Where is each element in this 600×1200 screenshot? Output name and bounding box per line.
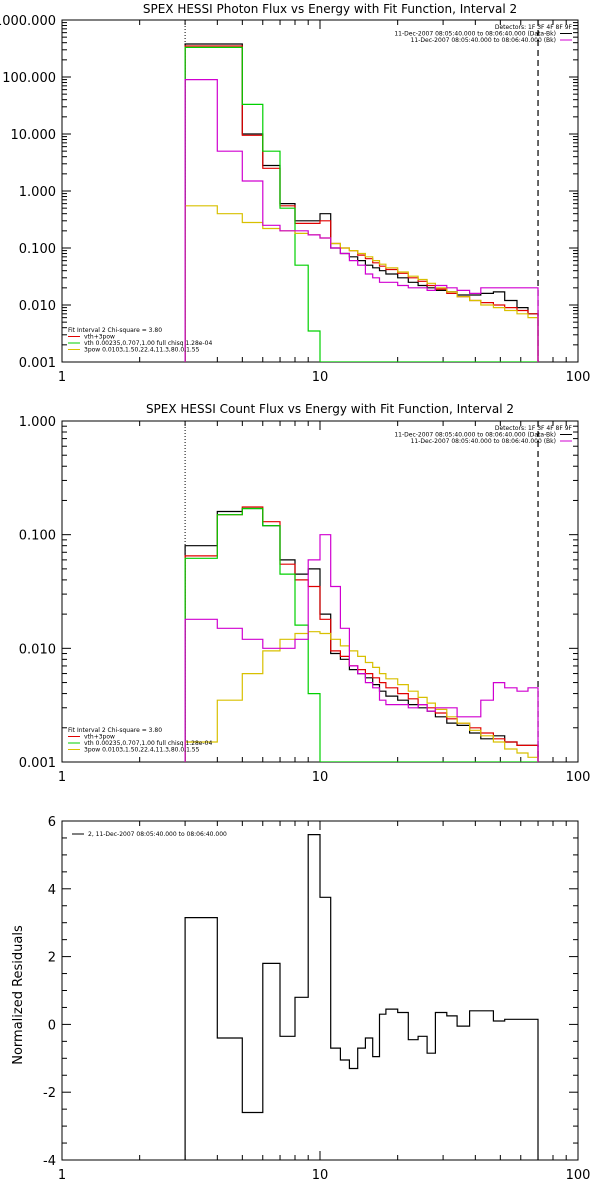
photon-series-3 xyxy=(184,205,539,362)
count-y-tick-label: 1.000 xyxy=(19,415,56,430)
count-legend-bottom-item: Fit Interval 2 Chi-square = 3.80 xyxy=(68,727,162,734)
count-legend-top-item: 11-Dec-2007 08:05:40.000 to 08:06:40.000… xyxy=(411,438,556,445)
residual-y-tick-label: 2 xyxy=(48,951,56,966)
photon-y-tick-label: 0.001 xyxy=(19,356,56,371)
count-y-tick-label: 0.001 xyxy=(19,756,56,771)
photon-x-tick-label: 10 xyxy=(312,370,329,385)
residual-y-tick-label: 6 xyxy=(48,815,56,830)
photon-x-tick-label: 1 xyxy=(58,370,66,385)
photon-legend-top-item: 11-Dec-2007 08:05:40.000 to 08:06:40.000… xyxy=(411,37,556,44)
photon-y-tick-label: 0.010 xyxy=(19,299,56,314)
count-legend-top-item: Detectors: 1F 3F 4F 8F 9F xyxy=(495,425,573,432)
photon-legend-top-item: Detectors: 1F 3F 4F 8F 9F xyxy=(495,24,573,31)
count-legend-bottom-item: 3pow 0.0103,1.50,22.4,11.3,80.0,1.55 xyxy=(84,747,200,754)
photon-series-4 xyxy=(184,79,539,362)
count-series-2 xyxy=(184,507,538,762)
photon-x-tick-label: 100 xyxy=(566,370,591,385)
photon-legend-bottom-item: vth+3pow xyxy=(84,334,115,341)
count-series-4 xyxy=(184,534,539,762)
photon-legend-bottom-item: 3pow 0.0103,1.50,22.4,11.3,80.0,1.55 xyxy=(84,347,200,354)
photon-y-tick-label: 1000.000 xyxy=(0,14,56,29)
photon-flux-panel: SPEX HESSI Photon Flux vs Energy with Fi… xyxy=(0,2,590,385)
residuals-ylabel: Normalized Residuals xyxy=(11,925,26,1065)
count-x-tick-label: 10 xyxy=(312,770,329,785)
photon-series-1 xyxy=(184,45,539,362)
photon-legend-bottom-item: Fit Interval 2 Chi-square = 3.80 xyxy=(68,327,162,334)
residual-x-tick-label: 10 xyxy=(312,1168,329,1183)
photon-y-tick-label: 1.000 xyxy=(19,185,56,200)
residual-legend-item: 2, 11-Dec-2007 08:05:40.000 to 08:06:40.… xyxy=(88,831,227,838)
photon-y-tick-label: 100.000 xyxy=(2,71,56,86)
count-series-3 xyxy=(184,631,539,762)
photon-series-2 xyxy=(184,46,538,362)
residual-y-tick-label: -4 xyxy=(43,1154,56,1169)
residual-y-tick-label: 4 xyxy=(48,883,56,898)
photon-axes-frame xyxy=(61,19,579,363)
count-y-tick-label: 0.100 xyxy=(19,529,56,544)
count-series-0 xyxy=(184,507,539,762)
residual-y-tick-label: 0 xyxy=(48,1018,56,1033)
count-legend-top-item: 11-Dec-2007 08:05:40.000 to 08:06:40.000… xyxy=(394,432,556,439)
residual-series-0 xyxy=(184,834,539,1160)
residual-x-tick-label: 100 xyxy=(566,1168,591,1183)
residual-x-tick-label: 1 xyxy=(58,1168,66,1183)
photon-series-0 xyxy=(184,43,539,362)
photon-y-tick-label: 0.100 xyxy=(19,242,56,257)
photon-y-tick-label: 10.000 xyxy=(11,128,57,143)
count-series-1 xyxy=(184,506,539,762)
photon-legend-top-item: 11-Dec-2007 08:05:40.000 to 08:06:40.000… xyxy=(394,31,556,38)
residuals-panel: Normalized Residuals 1 10 100 -4 -2 0 2 4 6 2, 11… xyxy=(11,815,590,1183)
residual-y-tick-label: -2 xyxy=(43,1086,56,1101)
count-flux-title: SPEX HESSI Count Flux vs Energy with Fit… xyxy=(146,402,514,416)
count-legend-bottom-item: vth 0.00235,0.707,1.00 full chisq 1.28e-… xyxy=(84,740,212,747)
count-y-tick-label: 0.010 xyxy=(19,642,56,657)
count-flux-panel: SPEX HESSI Count Flux vs Energy with Fit… xyxy=(19,402,591,785)
count-legend-bottom-item: vth+3pow xyxy=(84,734,115,741)
count-x-tick-label: 1 xyxy=(58,770,66,785)
count-x-tick-label: 100 xyxy=(566,770,591,785)
photon-flux-title: SPEX HESSI Photon Flux vs Energy with Fi… xyxy=(143,2,517,16)
photon-legend-bottom-item: vth 0.00235,0.707,1.00 full chisq 1.28e-… xyxy=(84,340,212,347)
